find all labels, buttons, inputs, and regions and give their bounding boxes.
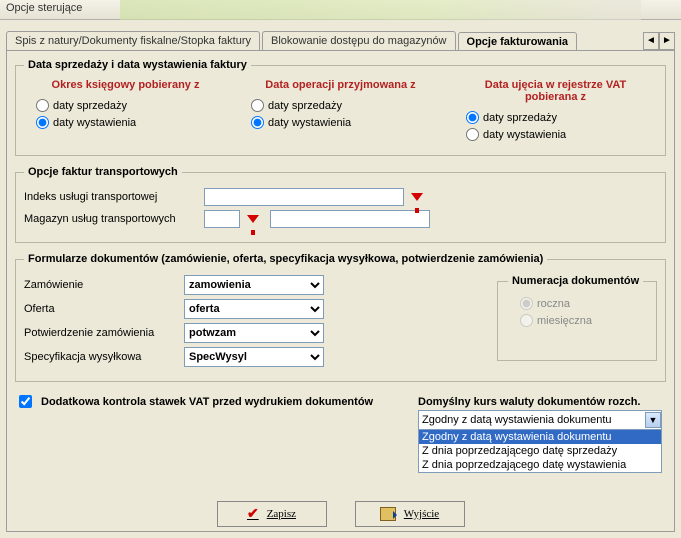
select-zamowienie[interactable]: zamowienia [184,275,324,295]
legend-forms: Formularze dokumentów (zamówienie, ofert… [24,253,547,265]
radio-col1-issue[interactable]: daty wystawienia [36,116,227,129]
fieldset-transport: Opcje faktur transportowych Indeks usług… [15,166,666,243]
currency-dropdown-list: Zgodny z datą wystawienia dokumentu Z dn… [419,429,661,472]
tab-scroll-left-button[interactable]: ◄ [643,32,659,50]
label-transport-store: Magazyn usług transportowych [24,213,204,225]
currency-option-2[interactable]: Z dnia poprzedzającego datę sprzedaży [419,444,661,458]
tab-spis[interactable]: Spis z natury/Dokumenty fiskalne/Stopka … [6,31,260,50]
radio-col1-sale[interactable]: daty sprzedaży [36,99,227,112]
currency-option-3[interactable]: Z dnia poprzedzającego datę wystawienia [419,458,661,472]
label-specyfikacja: Specyfikacja wysyłkowa [24,351,184,363]
col2-head: Data operacji przyjmowana z [239,79,442,91]
radio-col2-issue[interactable]: daty wystawienia [251,116,442,129]
label-oferta: Oferta [24,303,184,315]
radio-num-monthly: miesięczna [520,314,646,327]
radio-col2-sale[interactable]: daty sprzedaży [251,99,442,112]
currency-combo[interactable]: Zgodny z datą wystawienia dokumentu ▼ Zg… [418,410,662,473]
currency-header: Domyślny kurs waluty dokumentów rozch. [418,396,664,408]
select-specyfikacja[interactable]: SpecWysyl [184,347,324,367]
exit-button[interactable]: Wyjście [355,501,465,527]
check-icon: ✔ [247,506,259,523]
tab-blokowanie[interactable]: Blokowanie dostępu do magazynów [262,31,456,50]
currency-block: Domyślny kurs waluty dokumentów rozch. Z… [418,396,664,473]
chevron-down-icon[interactable]: ▼ [645,412,661,428]
exit-icon [380,507,396,521]
fieldset-forms: Formularze dokumentów (zamówienie, ofert… [15,253,666,382]
fieldset-dates: Data sprzedaży i data wystawienia faktur… [15,59,666,156]
label-zamowienie: Zamówienie [24,279,184,291]
radio-num-yearly: roczna [520,297,646,310]
radio-col3-issue[interactable]: daty wystawienia [466,128,657,141]
col3-head: Data ujęcia w rejestrze VAT pobierana z [454,79,657,103]
select-potwierdzenie[interactable]: potwzam [184,323,324,343]
select-oferta[interactable]: oferta [184,299,324,319]
input-transport-index[interactable] [204,188,404,206]
legend-transport: Opcje faktur transportowych [24,166,182,178]
input-transport-store-name[interactable] [270,210,430,228]
tab-panel: Data sprzedaży i data wystawienia faktur… [6,50,675,532]
lookup-transport-store-icon[interactable] [244,210,262,228]
col1-head: Okres księgowy pobierany z [24,79,227,91]
currency-option-1[interactable]: Zgodny z datą wystawienia dokumentu [419,430,661,444]
legend-numbering: Numeracja dokumentów [508,275,643,287]
label-potwierdzenie: Potwierdzenie zamówienia [24,327,184,339]
fieldset-numbering: Numeracja dokumentów roczna miesięczna [497,275,657,361]
input-transport-store[interactable] [204,210,240,228]
currency-selected: Zgodny z datą wystawienia dokumentu [422,414,612,426]
legend-dates: Data sprzedaży i data wystawienia faktur… [24,59,251,71]
lookup-transport-index-icon[interactable] [408,188,426,206]
tab-scroll-right-button[interactable]: ► [659,32,675,50]
label-transport-index: Indeks usługi transportowej [24,191,204,203]
save-button[interactable]: ✔ Zapisz [217,501,327,527]
radio-col3-sale[interactable]: daty sprzedaży [466,111,657,124]
tabs: Spis z natury/Dokumenty fiskalne/Stopka … [6,26,675,50]
tab-opcje-fakturowania[interactable]: Opcje fakturowania [458,32,577,51]
